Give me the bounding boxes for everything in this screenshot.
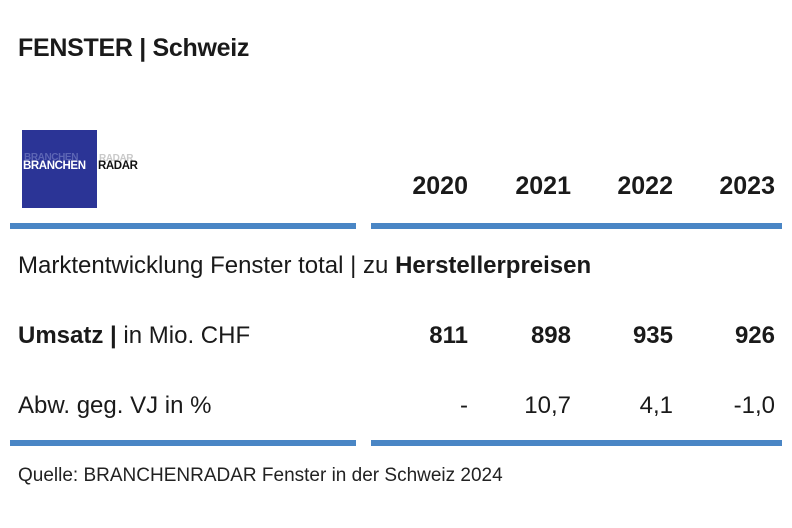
header-rule-left — [10, 223, 356, 229]
year-header-2020: 2020 — [412, 172, 468, 200]
umsatz-2020: 811 — [429, 322, 468, 349]
abweichung-2020: - — [460, 392, 468, 419]
page-title: FENSTER | Schweiz — [18, 34, 250, 62]
abweichung-2023: -1,0 — [733, 392, 775, 419]
abweichung-2021: 10,7 — [524, 392, 571, 419]
footer-rule-right — [371, 440, 782, 446]
logo-ghost-text: BRANCHEN — [24, 152, 79, 163]
year-header-2023: 2023 — [719, 172, 775, 200]
year-header-2022: 2022 — [617, 172, 673, 200]
umsatz-2021: 898 — [530, 322, 571, 349]
section-prefix: Marktentwicklung Fenster total | zu — [18, 252, 396, 279]
footer-rule-left — [10, 440, 356, 446]
row-label-umsatz: Umsatz | in Mio. CHF — [18, 322, 250, 350]
logo-ghost-suffix: RADAR — [99, 153, 134, 164]
year-header-2021: 2021 — [515, 172, 571, 200]
umsatz-2023: 926 — [734, 322, 775, 349]
logo-suffix: RADAR — [98, 160, 138, 172]
source-note: Quelle: BRANCHENRADAR Fenster in der Sch… — [18, 465, 503, 486]
branchenradar-logo: BRANCHEN BRANCHEN — [22, 130, 97, 208]
section-heading: Marktentwicklung Fenster total | zu Hers… — [18, 252, 591, 280]
abweichung-2022: 4,1 — [639, 392, 673, 419]
row-label-abweichung: Abw. geg. VJ in % — [18, 392, 212, 419]
row-label-umsatz-bold: Umsatz | — [18, 322, 117, 349]
row-label-umsatz-unit: in Mio. CHF — [116, 322, 251, 349]
header-rule-right — [371, 223, 782, 229]
section-emphasis: Herstellerpreisen — [395, 252, 592, 279]
logo-text: BRANCHEN — [23, 160, 86, 172]
umsatz-2022: 935 — [632, 322, 673, 349]
